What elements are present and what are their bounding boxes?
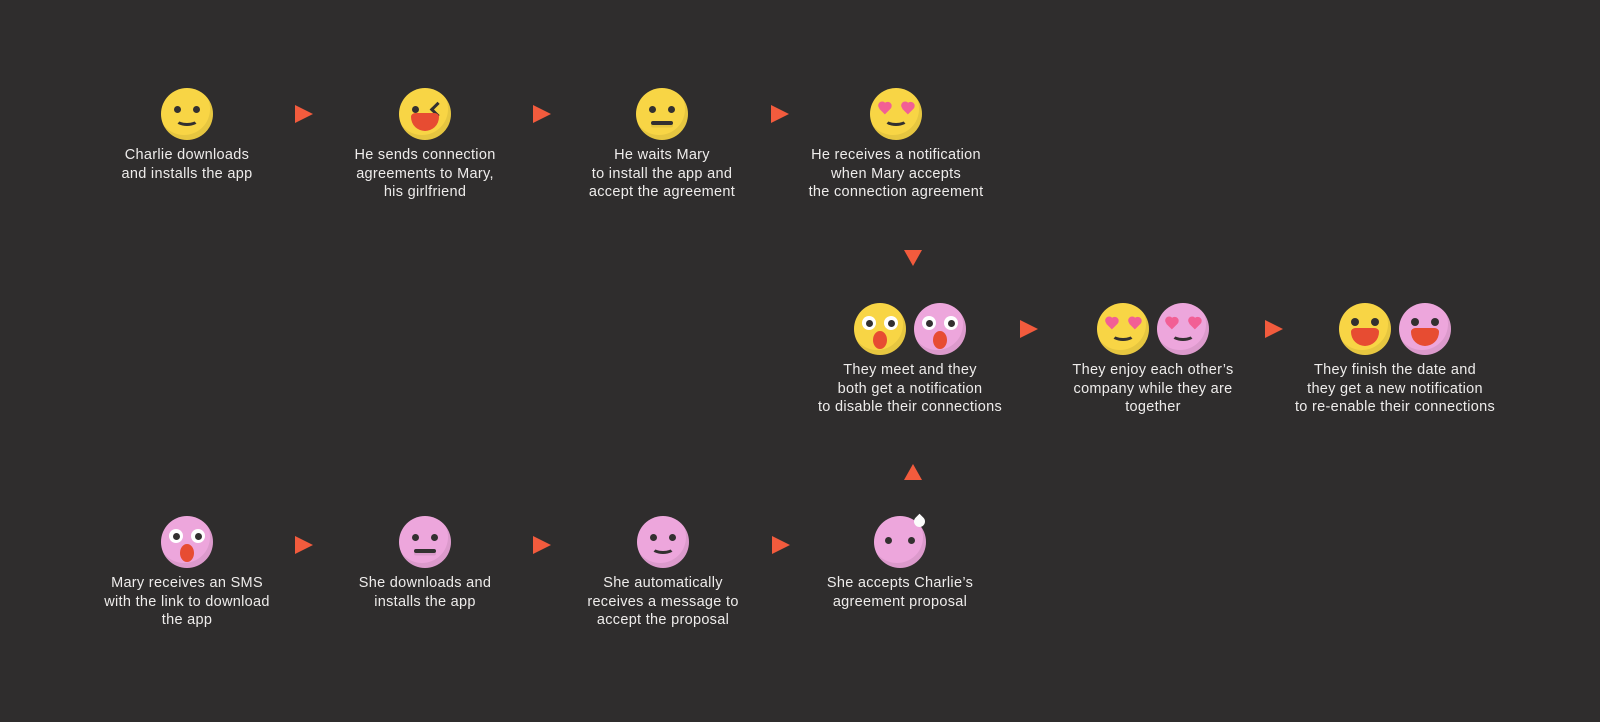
step-charlie-sends-agreement: He sends connection agreements to Mary, … xyxy=(285,88,565,202)
heart-eyes-face-pink-emoji xyxy=(1157,303,1209,355)
open-oval-mouth xyxy=(933,331,947,349)
heart-eyes-face-yellow-emoji xyxy=(870,88,922,140)
arrow-right-icon xyxy=(771,105,789,123)
step-charlie-waits: He waits Mary to install the app and acc… xyxy=(522,88,802,202)
arrow-right-icon xyxy=(533,536,551,554)
wide-eye-left xyxy=(922,316,936,330)
step-mary-downloads: She downloads and installs the app xyxy=(285,516,565,611)
step-charlie-downloads: Charlie downloads and installs the app xyxy=(47,88,327,183)
arrow-right-icon xyxy=(1020,320,1038,338)
smile-mouth xyxy=(884,113,908,126)
right-eye xyxy=(193,106,200,113)
arrow-down-icon xyxy=(904,250,922,266)
arrow-right-icon xyxy=(295,105,313,123)
straight-mouth xyxy=(414,549,436,553)
grinning-face-yellow-emoji xyxy=(1339,303,1391,355)
step-they-finish-date: They finish the date and they get a new … xyxy=(1255,303,1535,417)
step-label: He sends connection agreements to Mary, … xyxy=(354,147,496,200)
step-label: He receives a notification when Mary acc… xyxy=(808,147,984,200)
smiling-face-pink-emoji xyxy=(637,516,689,568)
right-eye xyxy=(908,537,915,544)
right-eye xyxy=(1371,318,1379,326)
step-emoji-group xyxy=(636,88,688,140)
step-label: She accepts Charlie’s agreement proposal xyxy=(826,575,974,610)
arrow-right-icon xyxy=(772,536,790,554)
step-emoji-group xyxy=(854,303,966,355)
step-label: They meet and they both get a notificati… xyxy=(817,362,1003,415)
smile-mouth xyxy=(1111,328,1135,341)
step-emoji-group xyxy=(1339,303,1451,355)
astonished-face-pink-emoji xyxy=(914,303,966,355)
left-eye xyxy=(174,106,181,113)
left-eye xyxy=(412,534,419,541)
wide-eye-right xyxy=(884,316,898,330)
wide-eye-right xyxy=(191,529,205,543)
step-they-enjoy: They enjoy each other’s company while th… xyxy=(1013,303,1293,417)
astonished-face-yellow-emoji xyxy=(854,303,906,355)
right-eye xyxy=(668,106,675,113)
wide-eye-left xyxy=(862,316,876,330)
left-eye xyxy=(649,106,656,113)
open-laugh-mouth xyxy=(1351,328,1379,346)
neutral-face-yellow-emoji xyxy=(636,88,688,140)
step-label: They finish the date and they get a new … xyxy=(1294,362,1496,415)
step-emoji-group xyxy=(874,513,928,568)
neutral-face-pink-emoji xyxy=(399,516,451,568)
step-emoji-group xyxy=(161,88,213,140)
step-charlie-notified: He receives a notification when Mary acc… xyxy=(756,88,1036,202)
step-mary-receives-message: She automatically receives a message to … xyxy=(523,516,803,630)
smile-mouth xyxy=(651,541,675,554)
step-emoji-group xyxy=(161,516,213,568)
arrow-up-icon xyxy=(904,464,922,480)
straight-mouth xyxy=(651,121,673,125)
step-emoji-group xyxy=(399,516,451,568)
step-label: Charlie downloads and installs the app xyxy=(121,147,253,182)
step-they-meet: They meet and they both get a notificati… xyxy=(770,303,1050,417)
arrow-right-icon xyxy=(533,105,551,123)
right-eye xyxy=(1431,318,1439,326)
open-laugh-mouth xyxy=(411,113,439,131)
right-eye xyxy=(431,534,438,541)
left-eye xyxy=(412,106,419,113)
smile-mouth xyxy=(175,113,199,126)
step-label: She automatically receives a message to … xyxy=(587,575,739,628)
right-eye xyxy=(669,534,676,541)
left-eye xyxy=(1411,318,1419,326)
step-label: She downloads and installs the app xyxy=(358,575,492,610)
step-emoji-group xyxy=(870,88,922,140)
open-laugh-mouth xyxy=(1411,328,1439,346)
step-emoji-group xyxy=(399,88,451,140)
heart-eyes-face-yellow-emoji xyxy=(1097,303,1149,355)
smiling-face-yellow-emoji xyxy=(161,88,213,140)
open-oval-mouth xyxy=(180,544,194,562)
step-label: Mary receives an SMS with the link to do… xyxy=(104,575,270,628)
step-label: He waits Mary to install the app and acc… xyxy=(588,147,736,200)
step-mary-receives-sms: Mary receives an SMS with the link to do… xyxy=(47,516,327,630)
arrow-right-icon xyxy=(295,536,313,554)
wide-eye-right xyxy=(944,316,958,330)
sweat-face-pink-emoji xyxy=(874,513,928,568)
astonished-face-pink-emoji xyxy=(161,516,213,568)
left-eye xyxy=(1351,318,1359,326)
step-emoji-group xyxy=(1097,303,1209,355)
arrow-right-icon xyxy=(1265,320,1283,338)
left-eye xyxy=(650,534,657,541)
grinning-face-pink-emoji xyxy=(1399,303,1451,355)
sweat-drop xyxy=(911,513,928,530)
step-emoji-group xyxy=(637,516,689,568)
open-oval-mouth xyxy=(873,331,887,349)
smile-mouth xyxy=(1171,328,1195,341)
left-eye xyxy=(885,537,892,544)
step-label: They enjoy each other’s company while th… xyxy=(1072,362,1234,415)
winking-face-yellow-emoji xyxy=(399,88,451,140)
step-mary-accepts: She accepts Charlie’s agreement proposal xyxy=(760,513,1040,611)
wide-eye-left xyxy=(169,529,183,543)
